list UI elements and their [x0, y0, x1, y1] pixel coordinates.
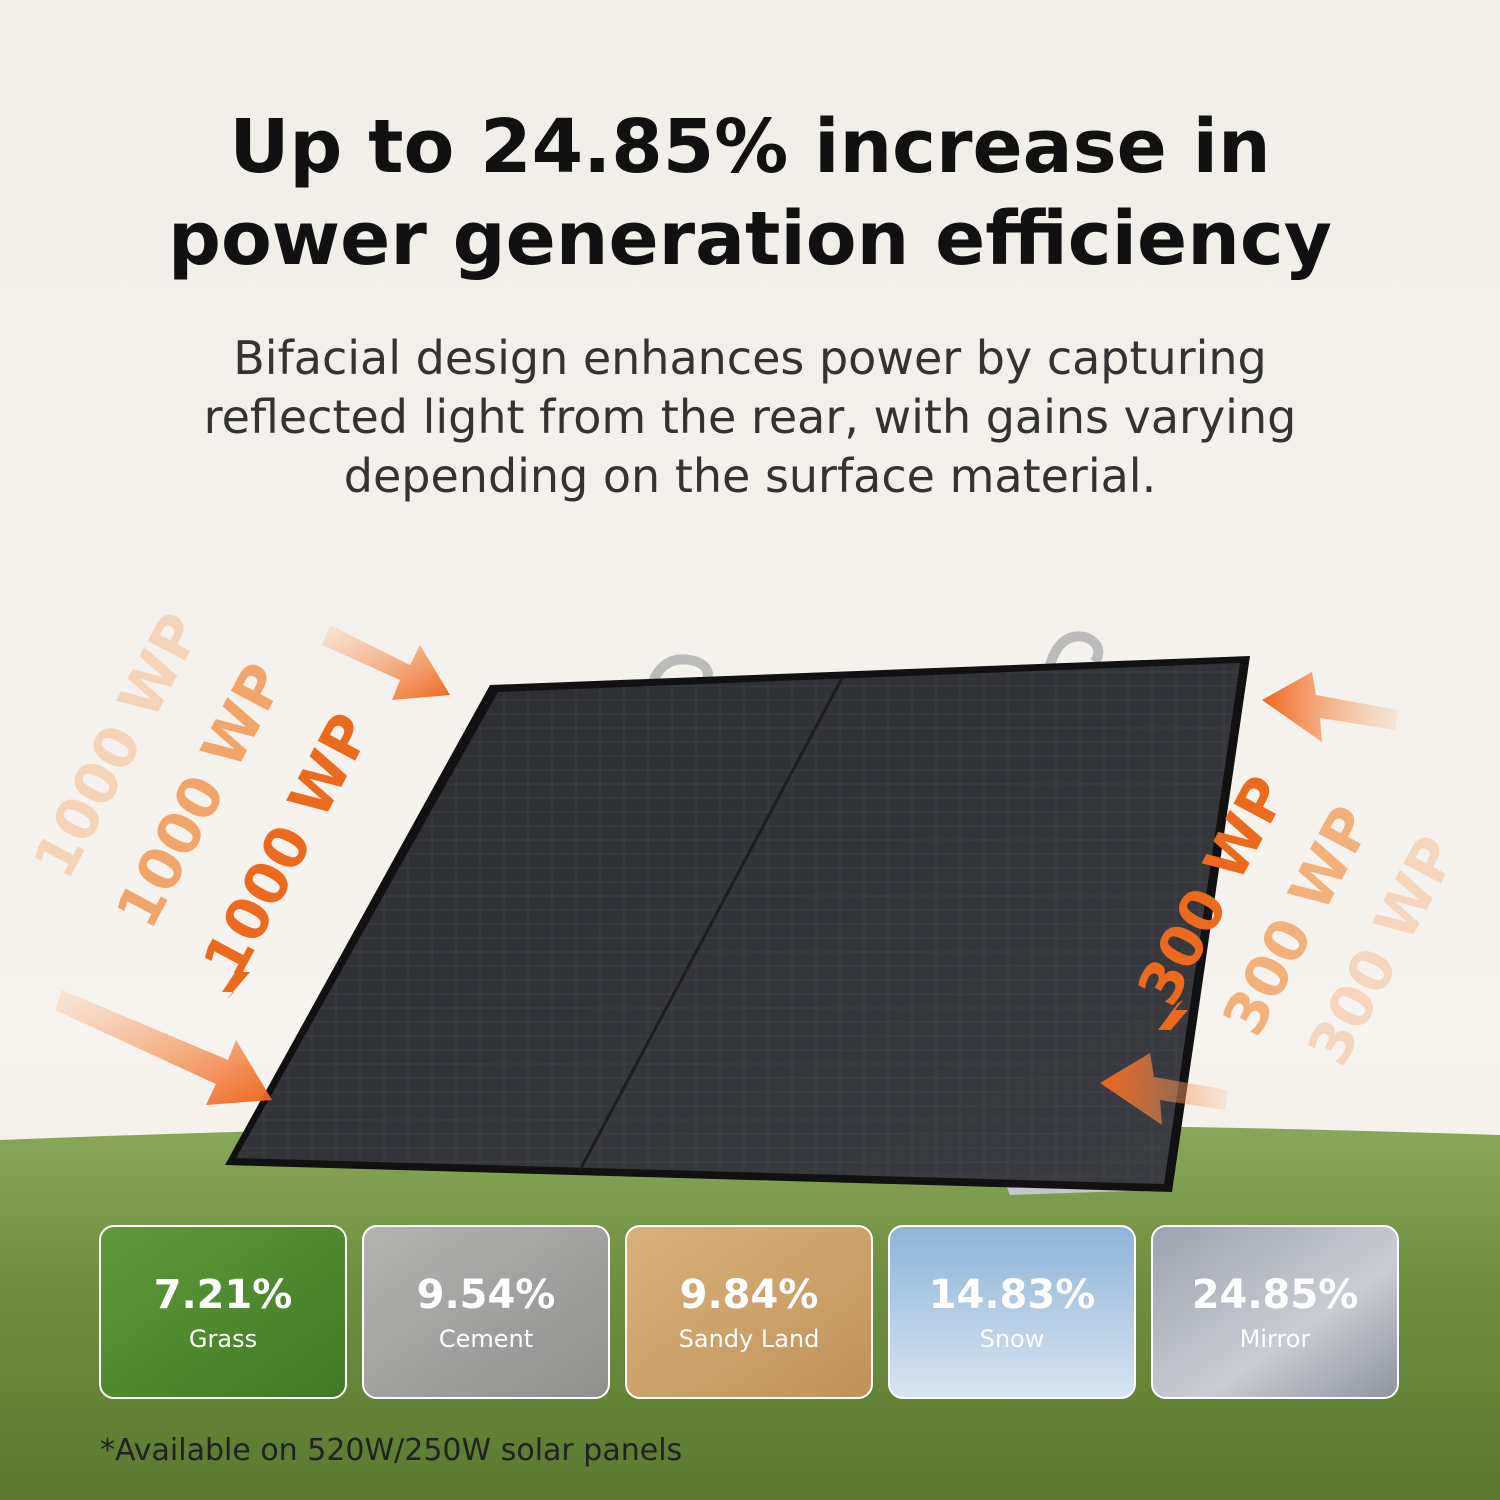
panel-cells	[236, 663, 1240, 1184]
card-surface: Snow	[980, 1325, 1045, 1353]
surface-card	[625, 1225, 873, 1399]
surface-card	[888, 1225, 1136, 1399]
footnote: *Available on 520W/250W solar panels	[100, 1433, 682, 1468]
card-value: 14.83%	[929, 1272, 1096, 1318]
handle	[645, 654, 713, 692]
arrow	[1262, 672, 1398, 742]
arrow	[55, 990, 272, 1105]
surface-cards: 7.21% Grass 9.54% Cement 9.84% Sandy Land 14.8…	[99, 1225, 1399, 1399]
surface-card	[99, 1225, 347, 1399]
description: depending on the surface material.	[344, 449, 1156, 503]
headline: power generation efficiency	[168, 196, 1332, 282]
description: Bifacial design enhances power by captur…	[233, 331, 1267, 385]
card-value: 9.84%	[680, 1272, 819, 1318]
card-surface: Sandy Land	[679, 1325, 820, 1353]
card-value: 24.85%	[1192, 1272, 1359, 1318]
arrow	[1100, 1053, 1228, 1125]
card-surface: Grass	[189, 1325, 257, 1353]
handle	[1045, 631, 1104, 667]
card-surface: Mirror	[1240, 1325, 1311, 1353]
description: reflected light from the rear, with gain…	[204, 390, 1297, 444]
headline: Up to 24.85% increase in	[229, 104, 1270, 190]
bolt-icon	[1158, 1000, 1188, 1040]
panel-divider	[578, 677, 844, 1171]
card-value: 9.54%	[417, 1272, 556, 1318]
bolt-icon	[222, 962, 250, 1000]
surface-card	[362, 1225, 610, 1399]
card-surface: Cement	[439, 1325, 533, 1353]
surface-card	[1151, 1225, 1399, 1399]
arrow	[322, 625, 450, 700]
card-value: 7.21%	[154, 1272, 293, 1318]
